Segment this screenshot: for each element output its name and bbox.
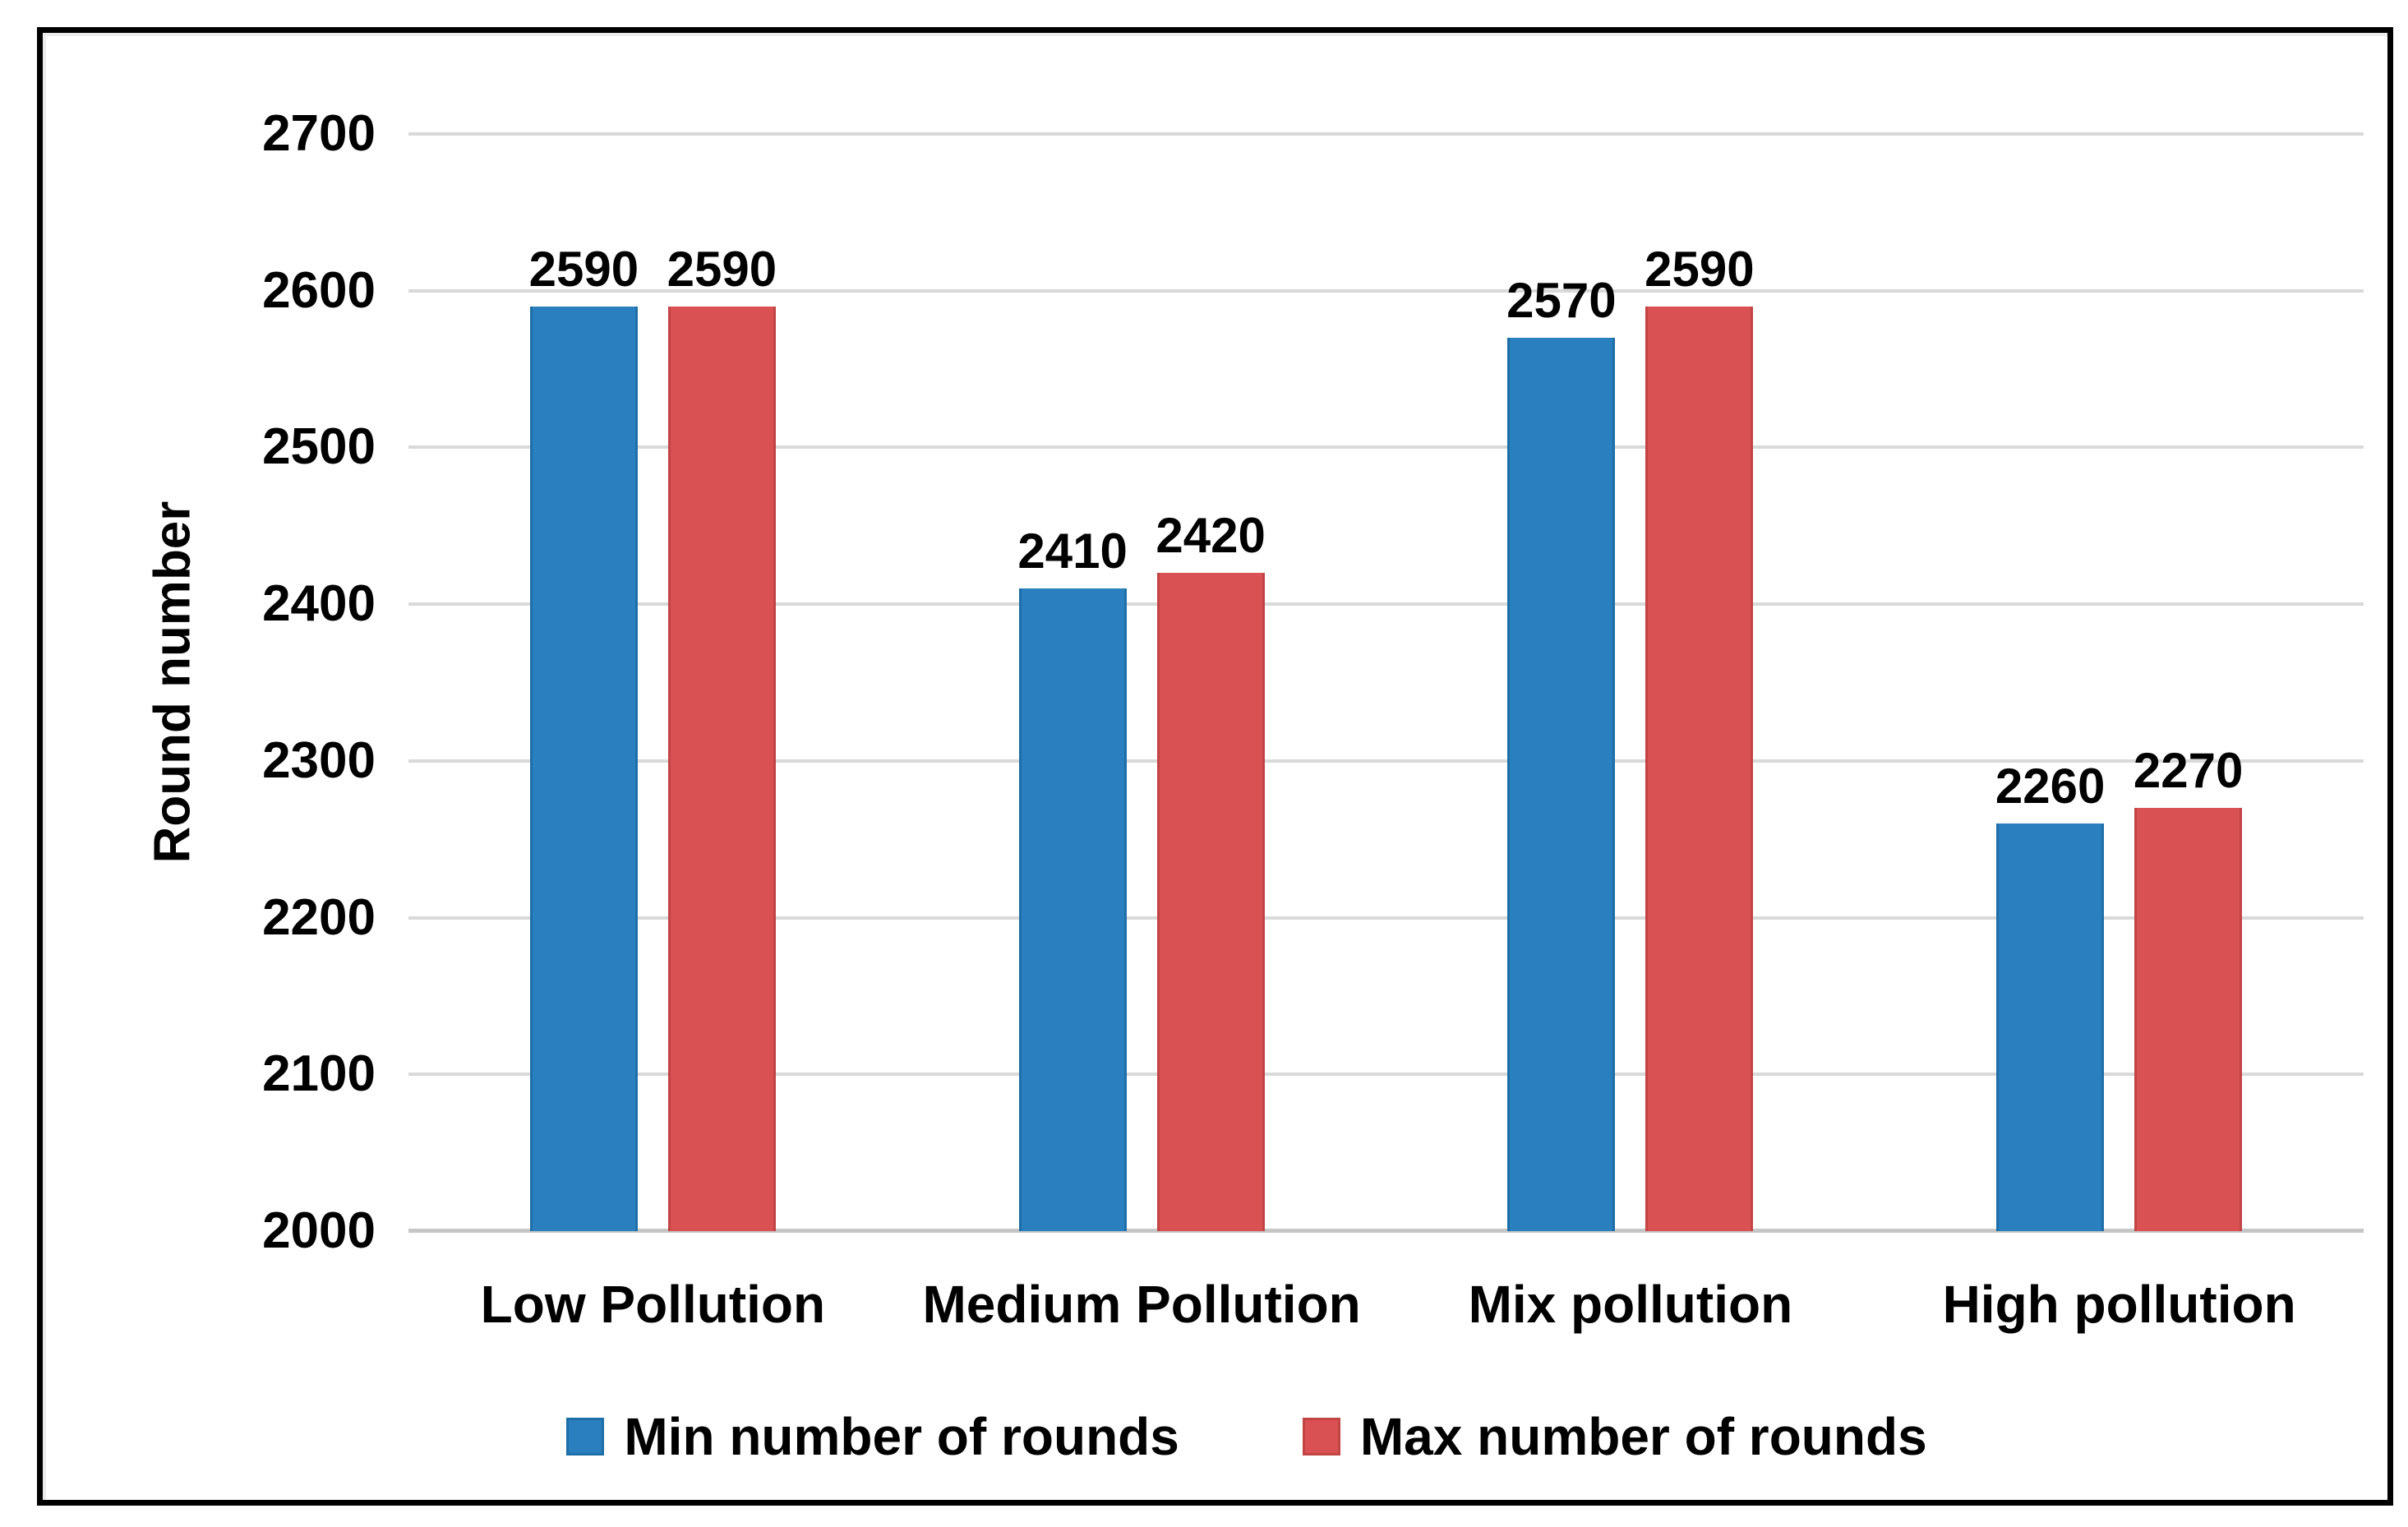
bar-value-label: 2590 — [1645, 241, 1755, 297]
bar — [1996, 823, 2105, 1231]
gridline — [408, 132, 2364, 136]
bar-value-label: 2570 — [1506, 272, 1617, 328]
bar — [1156, 573, 1265, 1231]
chart-frame: Round number 2700 2600 2500 2400 2300 2200 210… — [37, 27, 2393, 1506]
y-axis-tick-label: 2400 — [262, 575, 376, 633]
gridline — [408, 916, 2364, 920]
bar — [667, 306, 776, 1231]
bar — [1507, 337, 1616, 1231]
y-axis-tick-label: 2000 — [262, 1202, 376, 1259]
legend: Min number of rounds Max number of rounds — [43, 1404, 2408, 1469]
legend-item: Max number of rounds — [1302, 1404, 1927, 1469]
bar-value-label: 2420 — [1156, 508, 1266, 563]
legend-label: Min number of rounds — [624, 1407, 1179, 1466]
y-axis-tick-label: 2300 — [262, 731, 376, 789]
gridline — [408, 602, 2364, 607]
legend-swatch — [1302, 1418, 1340, 1455]
bar — [1018, 588, 1127, 1231]
y-axis-tick-label: 2600 — [262, 261, 376, 319]
legend-item: Min number of rounds — [566, 1404, 1179, 1469]
bar-value-label: 2590 — [528, 241, 639, 297]
bar — [529, 306, 638, 1231]
x-axis-category-label: Medium Pollution — [922, 1275, 1361, 1334]
gridline — [408, 445, 2364, 450]
gridline — [408, 288, 2364, 293]
bar-value-label: 2270 — [2133, 743, 2244, 799]
y-axis-tick-label: 2200 — [262, 888, 376, 946]
bar-value-label: 2590 — [667, 241, 777, 297]
bar-value-label: 2260 — [1995, 759, 2106, 814]
y-axis-tick-label: 2500 — [262, 418, 376, 476]
bar-value-label: 2410 — [1017, 524, 1128, 579]
x-axis-category-label: Low Pollution — [480, 1275, 826, 1334]
y-axis-ticks: 2700 2600 2500 2400 2300 2200 2100 2000 — [150, 105, 376, 1259]
y-axis-tick-label: 2100 — [262, 1045, 376, 1103]
gridline — [408, 1073, 2364, 1077]
x-axis-labels: Low Pollution Medium Pollution Mix polluti… — [408, 1267, 2364, 1349]
y-axis-tick-label: 2700 — [262, 105, 376, 162]
gridline — [408, 759, 2364, 763]
x-axis-category-label: Mix pollution — [1468, 1275, 1793, 1334]
legend-swatch — [566, 1418, 605, 1455]
x-axis-line — [408, 1229, 2364, 1233]
x-axis-category-label: High pollution — [1942, 1275, 2296, 1334]
plot-area: 2590 2590 2410 2420 2570 2590 2260 2270 — [408, 132, 2364, 1233]
legend-label: Max number of rounds — [1359, 1407, 1927, 1466]
bar — [1645, 306, 1754, 1231]
bar — [2134, 808, 2243, 1231]
